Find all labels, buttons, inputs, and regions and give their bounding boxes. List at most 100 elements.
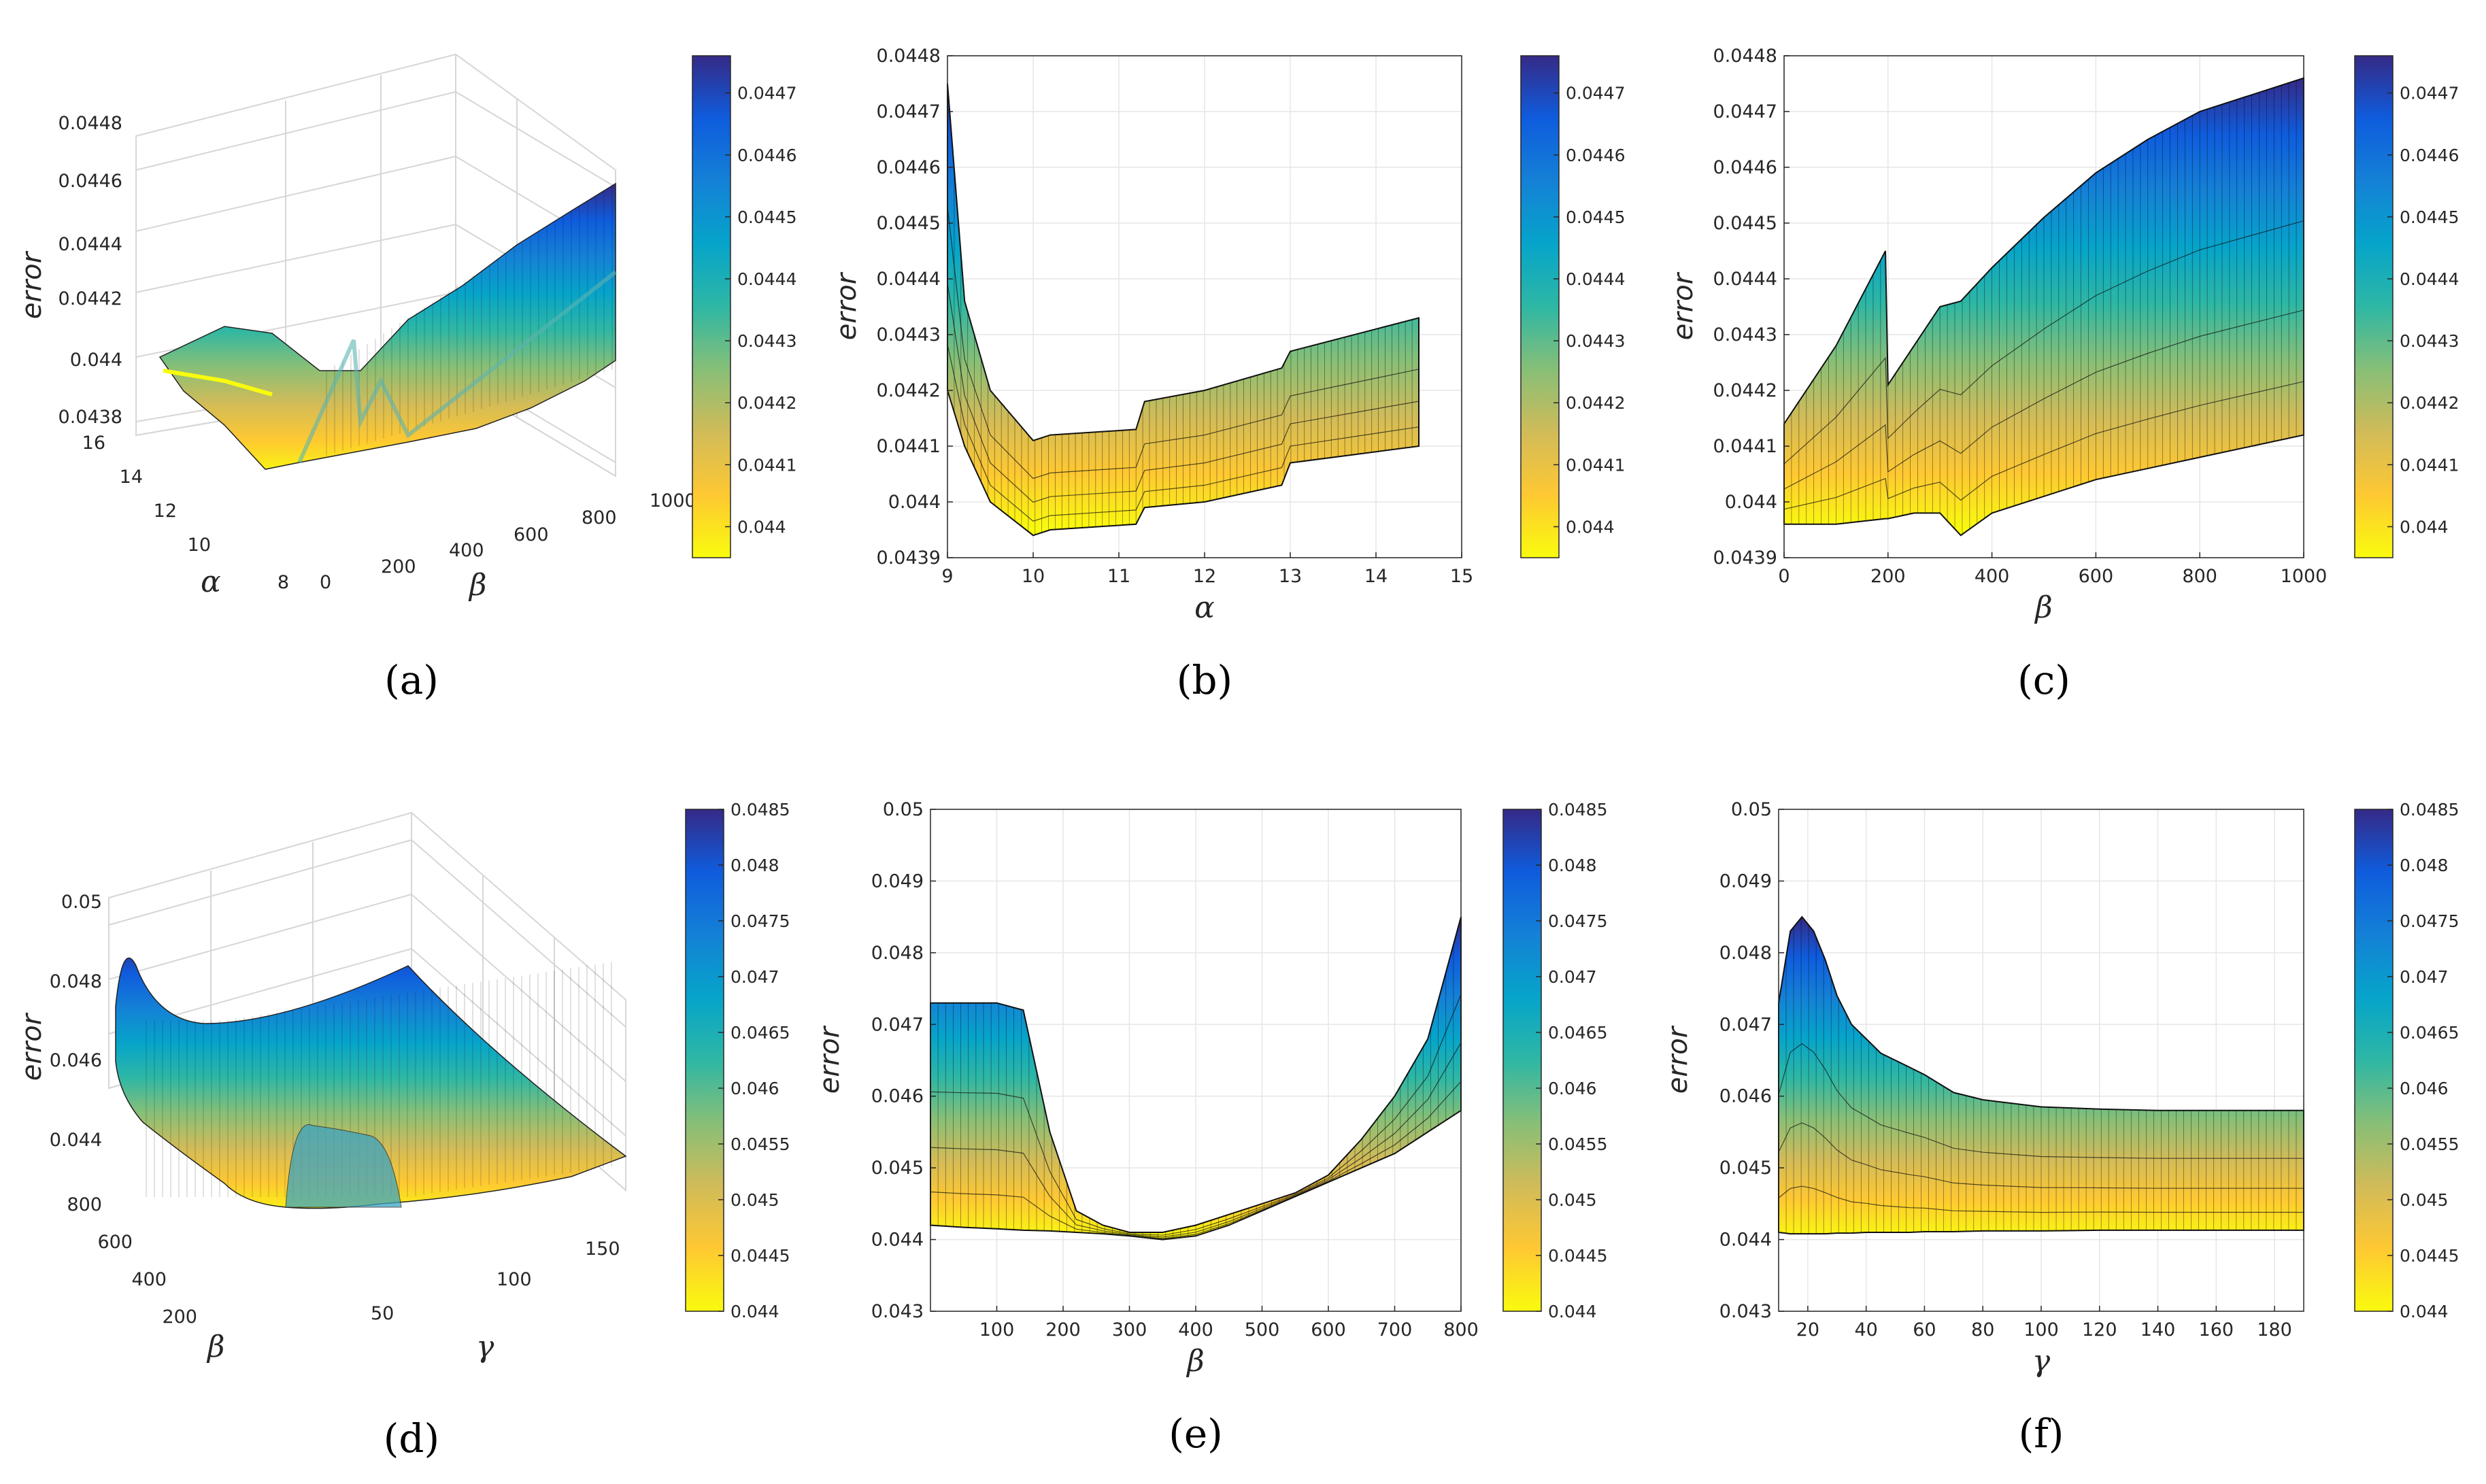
xtick-label: 300 [1112,1319,1147,1340]
xtick-label: 11 [1107,566,1130,587]
colorbar-f: 0.044 0.0445 0.045 0.0455 0.046 0.0465 0.047 0.… [2354,800,2459,1321]
xtick-label: 60 [1913,1319,1936,1340]
contour-line [947,344,1420,522]
xtick: 800 [582,507,617,528]
ytick: 16 [82,433,105,454]
xlabel: β [1186,1344,1204,1379]
xlabel-d: γ [476,1330,494,1364]
ridge-a [297,270,617,464]
ztick: 0.0446 [58,171,122,192]
xtick-label: 10 [1022,566,1045,587]
band-contours [930,994,1462,1239]
colorbar-tick-label: 0.0442 [1566,393,1625,413]
ytick-label: 0.05 [1731,799,1772,820]
ytick-label: 0.049 [1719,871,1772,892]
colorbar-rect [1502,809,1542,1312]
ytick-label: 0.048 [871,943,924,964]
band-contours [947,206,1420,522]
highlight-a [163,369,273,397]
colorbar-tick-label: 0.047 [2400,967,2449,987]
zticks-d: 0.05 0.048 0.046 0.044 [50,892,102,1151]
colorbar-tick-label: 0.0445 [730,1246,790,1266]
colorbar-tick-label: 0.046 [2400,1079,2449,1098]
xtick: 200 [381,556,416,577]
xtick-label: 13 [1279,566,1302,587]
caption: (e) [1169,1411,1223,1457]
colorbar-tick-label: 0.048 [1548,856,1597,875]
band-contours [1778,1043,2304,1213]
colorbar-tick-label: 0.045 [730,1190,779,1210]
ylabel: error [1662,1025,1694,1094]
xtick-label: 12 [1193,566,1216,587]
xtick-label: 1000 [2281,566,2328,587]
ytick-label: 0.045 [1719,1158,1772,1179]
xticks-a: 0 200 400 600 800 1000 [320,490,696,593]
ztick: 0.048 [50,971,102,992]
ytick-label: 0.0445 [1713,213,1777,234]
ylabel: error [1668,271,1699,340]
ztick: 0.0438 [58,407,122,428]
xtick-label: 120 [2082,1319,2117,1340]
colorbar-tick-label: 0.045 [2400,1190,2449,1210]
xtick-label: 200 [1870,566,1906,587]
band-mesh [1778,917,2304,1234]
colorbar-tick-label: 0.0446 [737,146,796,165]
contour-line [1778,1185,2304,1213]
ztick: 0.0444 [58,234,122,255]
xtick-label: 100 [979,1319,1015,1340]
xtick-label: 400 [1178,1319,1213,1340]
ytick-label: 0.047 [871,1014,924,1035]
colorbar-tick-label: 0.0485 [730,800,790,820]
xtick-label: 800 [2182,566,2217,587]
ytick-label: 0.049 [871,871,924,892]
xtick: 50 [371,1303,394,1324]
contour-line [1783,381,2304,510]
panel-c: 0 200 400 600 800 1000 0.0439 0.044 0.0441 0.0442… [1668,46,2327,703]
ytick-label: 0.047 [1719,1014,1772,1035]
colorbar-a: 0.044 0.0441 0.0442 0.0443 0.0444 0.0445 0.044… [692,55,796,558]
colorbar-tick-label: 0.0475 [2400,911,2459,931]
ztick: 0.046 [50,1050,102,1071]
caption-d: (d) [384,1415,439,1462]
ytick-label: 0.0446 [877,157,941,178]
error-band [947,83,1420,537]
colorbar-tick-label: 0.0465 [2400,1023,2459,1043]
ylabel: error [831,271,862,340]
ytick-label: 0.043 [871,1301,924,1322]
xtick-label: 40 [1854,1319,1877,1340]
xtick-label: 600 [1311,1319,1346,1340]
colorbar-tick-label: 0.048 [730,856,779,875]
colorbar-rect [2354,809,2393,1312]
xtick-label: 600 [2079,566,2114,587]
contour-line [947,283,1420,503]
colorbar-tick-label: 0.0447 [2400,84,2459,103]
zlabel-d: error [16,1012,48,1081]
ztick: 0.0448 [58,113,122,134]
zlabel-a: error [16,250,48,319]
contour-line [1783,309,2304,490]
ytick: 600 [97,1232,133,1253]
ytick-label: 0.0446 [1713,157,1777,178]
colorbar-tick-label: 0.0444 [737,269,796,289]
bump-d [285,1124,402,1208]
ytick-label: 0.0441 [1713,436,1777,457]
ytick-label: 0.0444 [1713,269,1777,290]
colorbar-tick-label: 0.0455 [730,1134,790,1154]
ztick: 0.044 [50,1130,102,1151]
colorbar-tick-label: 0.0447 [1566,84,1625,103]
xtick-label: 0 [1778,566,1790,587]
ytick: 200 [162,1306,197,1328]
ytick-label: 0.0448 [1713,46,1777,67]
colorbar-tick-label: 0.0465 [730,1023,790,1043]
ytick: 12 [154,501,177,522]
ytick-label: 0.044 [871,1230,924,1251]
colorbar-tick-label: 0.044 [730,1302,779,1321]
ytick: 400 [131,1269,167,1290]
colorbar-tick-label: 0.0443 [737,331,796,351]
xtick-label: 20 [1796,1319,1819,1340]
colorbar-tick-label: 0.044 [1548,1302,1597,1321]
colorbar-rect [692,55,731,558]
caption-a: (a) [384,657,439,703]
ylabel-d: β [206,1330,224,1364]
